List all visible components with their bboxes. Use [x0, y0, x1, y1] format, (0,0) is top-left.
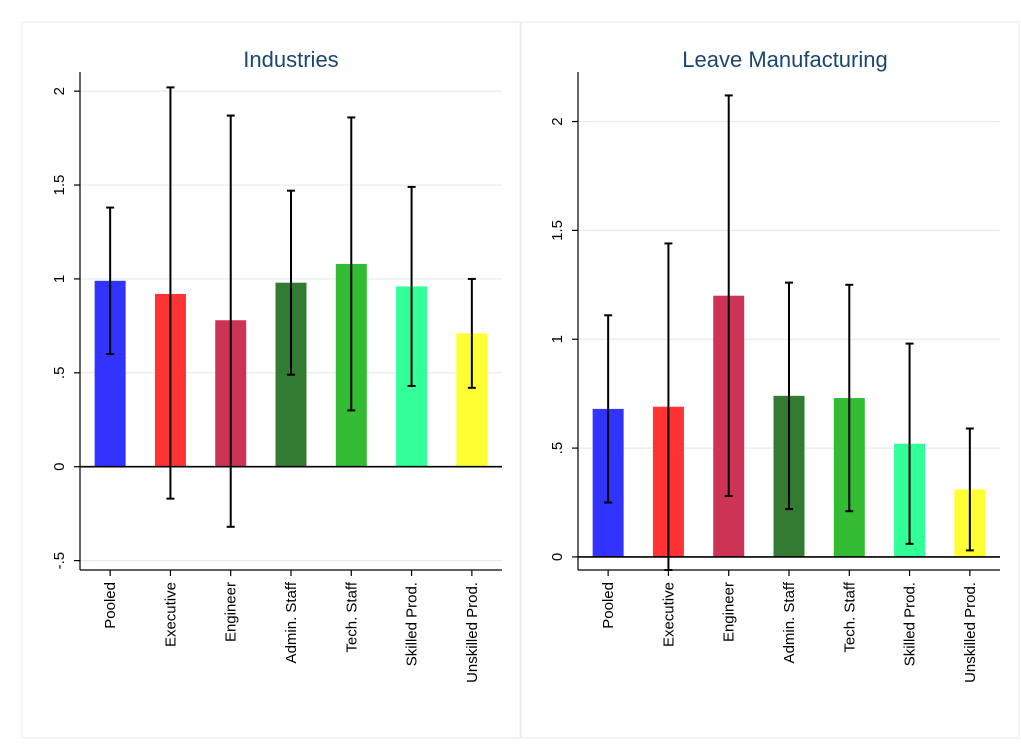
chart-panel-leave-manufacturing: 0 .5 1 1.5 2 Pooled Executive Engineer Admin. St… — [520, 21, 1020, 739]
category-label: Skilled Prod. — [404, 582, 421, 666]
y-tick-label: 1 — [51, 275, 68, 283]
category-label: Executive — [660, 582, 677, 647]
category-label: Unskilled Prod. — [962, 582, 979, 683]
y-tick-label: 1.5 — [549, 220, 566, 241]
category-label: Engineer — [223, 582, 240, 642]
category-label: Tech. Staff — [343, 581, 360, 652]
y-tick-label: 1.5 — [51, 175, 68, 196]
y-tick-label: .5 — [549, 442, 566, 455]
category-label: Skilled Prod. — [902, 582, 919, 666]
chart-title: Industries — [243, 47, 338, 72]
chart-panel-industries: -.5 0 .5 1 1.5 2 Pooled Executive Engineer Admin.… — [21, 21, 521, 739]
y-tick-label: 0 — [51, 463, 68, 471]
category-label: Unskilled Prod. — [464, 582, 481, 683]
chart-title: Leave Manufacturing — [682, 47, 887, 72]
y-tick-label: .5 — [51, 367, 68, 380]
category-label: Tech. Staff — [841, 581, 858, 652]
panel-frame — [520, 21, 1020, 739]
category-label: Pooled — [600, 582, 617, 629]
category-label: Admin. Staff — [781, 581, 798, 663]
y-tick-label: 0 — [549, 553, 566, 561]
category-label: Pooled — [102, 582, 119, 629]
category-label: Executive — [162, 582, 179, 647]
y-tick-label: -.5 — [51, 552, 68, 570]
category-label: Engineer — [721, 582, 738, 642]
y-tick-label: 2 — [549, 117, 566, 125]
y-tick-label: 2 — [51, 87, 68, 95]
y-tick-label: 1 — [549, 335, 566, 343]
category-label: Admin. Staff — [283, 581, 300, 663]
